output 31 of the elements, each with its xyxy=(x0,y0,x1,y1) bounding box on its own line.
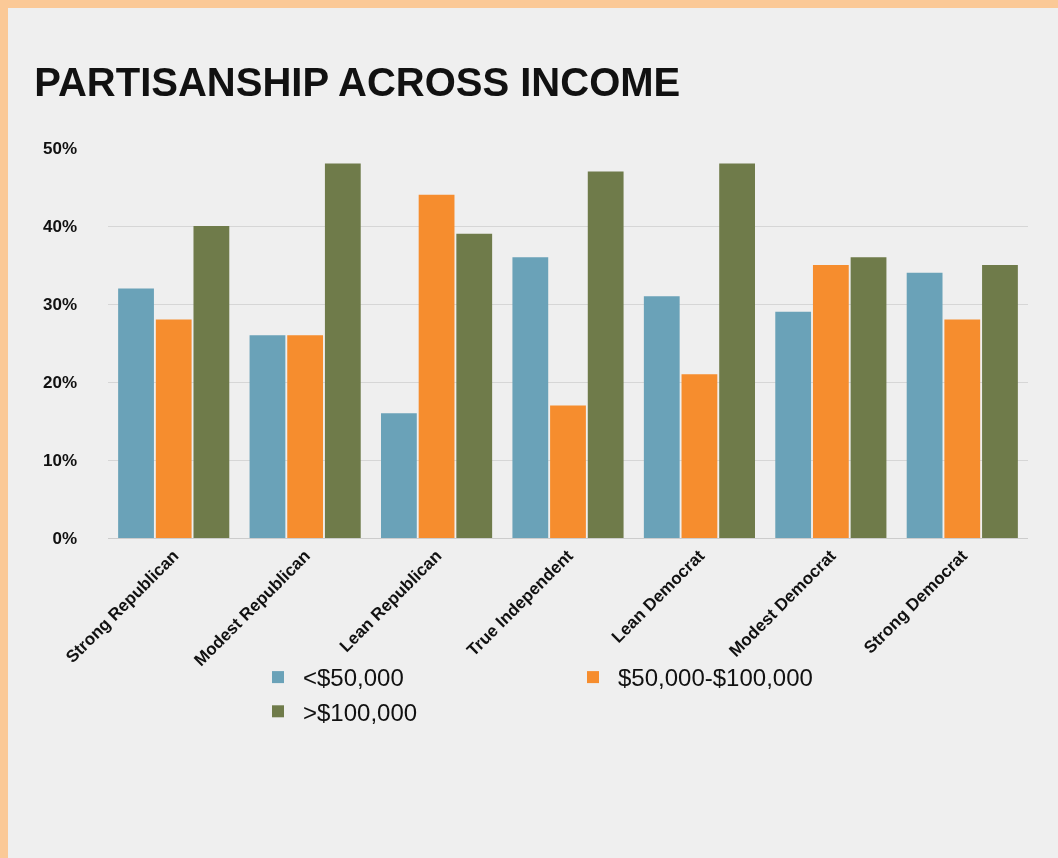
bar xyxy=(381,413,417,538)
bar xyxy=(324,163,361,538)
bar xyxy=(681,374,718,538)
bar xyxy=(587,171,624,538)
legend-label: >$100,000 xyxy=(303,698,418,726)
chart-title: PARTISANSHIP ACROSS INCOME xyxy=(34,59,681,104)
bar xyxy=(944,319,981,538)
legend-label: $50,000-$100,000 xyxy=(618,664,813,692)
bar xyxy=(287,335,324,538)
bar xyxy=(982,265,1018,538)
bar xyxy=(155,319,192,538)
bar xyxy=(906,272,943,538)
bar xyxy=(456,233,493,538)
bar xyxy=(118,288,154,538)
y-tick-label: 50% xyxy=(42,138,77,158)
bar xyxy=(512,257,549,538)
y-tick-label: 30% xyxy=(42,294,77,314)
y-tick-label: 20% xyxy=(42,372,77,392)
bar xyxy=(193,226,230,538)
bar xyxy=(643,296,680,538)
legend-label: <$50,000 xyxy=(303,664,404,692)
y-tick-label: 10% xyxy=(42,450,77,470)
bar xyxy=(812,265,849,538)
bar xyxy=(719,163,755,538)
y-tick-label: 40% xyxy=(42,216,77,236)
y-tick-label: 0% xyxy=(52,528,77,548)
bar xyxy=(418,194,455,538)
bar xyxy=(850,257,887,538)
bar xyxy=(249,335,286,538)
bar xyxy=(775,311,812,538)
bar xyxy=(550,405,586,538)
